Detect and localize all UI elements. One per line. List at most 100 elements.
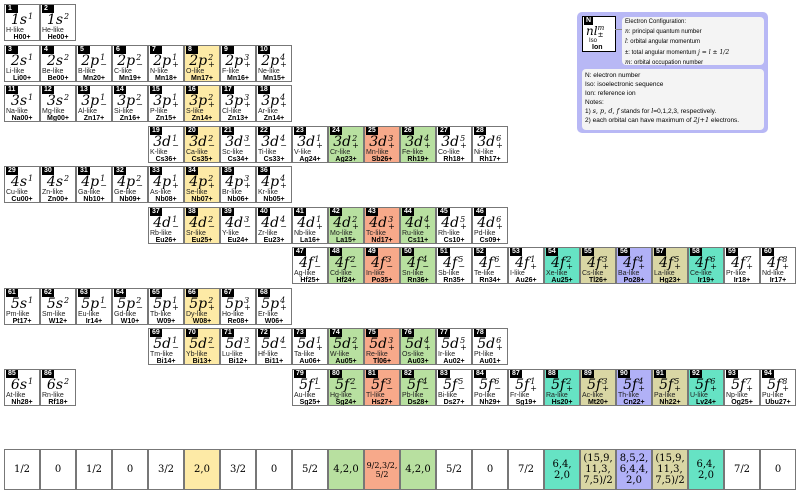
orbital-config: 4p 3 + bbox=[221, 175, 255, 190]
reference-ion: Sb26+ bbox=[371, 155, 393, 163]
isoelectronic-sequence: Cs-like bbox=[582, 270, 604, 277]
reference-ion: Na00+ bbox=[11, 115, 33, 122]
occupation-number: 4 bbox=[280, 336, 286, 345]
orbital: 4f bbox=[659, 255, 674, 271]
orbital: 3d bbox=[189, 133, 208, 150]
orbital-config: 3p 3 + bbox=[221, 94, 255, 109]
occupation-number: 2 bbox=[64, 376, 70, 386]
occupation-number: 4 bbox=[422, 376, 428, 386]
j-sign bbox=[64, 20, 69, 27]
orbital: 5d bbox=[225, 336, 244, 352]
occupation-number: 2 bbox=[208, 174, 214, 183]
electron-number: 71 bbox=[222, 329, 234, 337]
j-value: 3/2 bbox=[230, 464, 246, 475]
occupation: 1 + bbox=[316, 215, 323, 230]
j-sign: + bbox=[352, 221, 359, 231]
reference-ion: Re08+ bbox=[227, 317, 249, 325]
occupation-number: 2 bbox=[352, 336, 358, 345]
orbital: 3d bbox=[153, 133, 172, 150]
occupation: 2 + bbox=[208, 53, 215, 68]
j-sign: + bbox=[496, 343, 503, 352]
isoelectronic-sequence: Si-like bbox=[114, 108, 134, 115]
orbital: 4p bbox=[153, 174, 172, 190]
j-value-line: (15,9, bbox=[655, 453, 685, 464]
isoelectronic-sequence: Kr-like bbox=[258, 189, 278, 196]
j-sign bbox=[28, 182, 33, 189]
orbital-config: 4f 2 + bbox=[545, 256, 579, 271]
reference-ion: H00+ bbox=[13, 34, 31, 41]
j-value-cell: 0 bbox=[40, 449, 76, 490]
occupation-number: 1 bbox=[172, 214, 178, 224]
occupation-number: 7 bbox=[746, 255, 752, 264]
desc: : orbital occupation number bbox=[630, 59, 704, 66]
orbital: 4d bbox=[225, 214, 244, 231]
electron-number: 64 bbox=[114, 288, 126, 297]
j-sign: − bbox=[350, 383, 357, 393]
j-sign: − bbox=[494, 383, 501, 393]
element-cell: 54 4f 2 + Xe-like Au25+ bbox=[544, 247, 580, 284]
electron-number: 53 bbox=[510, 248, 522, 256]
j-value-line: 2,0 bbox=[554, 469, 570, 481]
j-sign bbox=[64, 61, 69, 68]
j-sign: + bbox=[566, 383, 573, 393]
j-value: 6,4, 2,0 bbox=[552, 459, 571, 481]
orbital-config: 5d 3− bbox=[221, 336, 255, 352]
occupation-number: 5 bbox=[460, 336, 466, 345]
isoelectronic-sequence: Sm-like bbox=[42, 310, 66, 318]
symbol: ± bbox=[625, 49, 629, 56]
occupation-number: 1 bbox=[28, 174, 34, 183]
electron-number: 77 bbox=[438, 329, 450, 337]
occupation-number: 4 bbox=[424, 214, 430, 224]
occupation-number: 1 bbox=[28, 12, 34, 21]
reference-ion: Zn14+ bbox=[191, 115, 213, 122]
element-cell: 20 3d 2− Ca-like Cs35+ bbox=[184, 125, 220, 163]
orbital-config: 4d 4 + bbox=[401, 214, 435, 230]
j-value-line: 5/2 bbox=[445, 464, 463, 475]
reference-ion: Lv24+ bbox=[695, 398, 717, 406]
orbital: 5f bbox=[443, 376, 458, 393]
orbital: 4f bbox=[407, 255, 422, 271]
legend-sup: m bbox=[597, 24, 605, 32]
occupation: 1 bbox=[28, 377, 33, 392]
electron-number: 37 bbox=[150, 207, 162, 216]
reference-ion: Mg00+ bbox=[47, 115, 69, 122]
occupation: 2 + bbox=[352, 215, 359, 231]
orbital-config: 4p 1− bbox=[77, 175, 111, 190]
isoelectronic-sequence: Li-like bbox=[6, 67, 25, 75]
reference-ion: Sg24+ bbox=[335, 398, 357, 406]
electron-number: 80 bbox=[330, 369, 342, 378]
occupation: 1 + bbox=[172, 53, 179, 68]
orbital-config: 5d 1 + bbox=[293, 336, 327, 352]
electron-number: 65 bbox=[150, 288, 162, 297]
reference-ion: Eu25+ bbox=[191, 236, 213, 244]
def-ion: Ion: reference ion bbox=[585, 90, 636, 97]
orbital-config: 2p 1 + bbox=[149, 53, 183, 68]
electron-number: 93 bbox=[726, 369, 738, 378]
element-cell: 39 4d 3− Y-like Eu24+ bbox=[220, 206, 256, 244]
j-sign: + bbox=[424, 343, 431, 352]
occupation-number: 2 bbox=[208, 133, 214, 143]
reference-ion: Nb08+ bbox=[155, 196, 177, 203]
electron-number: 72 bbox=[258, 329, 270, 337]
orbital: 5d bbox=[297, 336, 316, 352]
electron-number: 24 bbox=[330, 126, 342, 135]
element-cell: 21 3d 3− Sc-like Cs34+ bbox=[220, 125, 256, 163]
electron-number: 50 bbox=[402, 248, 414, 256]
orbital: 4p bbox=[189, 174, 208, 190]
isoelectronic-sequence: Tl-like bbox=[366, 391, 385, 399]
element-cell: 45 4d 5 + Rh-like Cs10+ bbox=[436, 206, 472, 244]
j-value-cell: (15,9, 11,3, 7,5)/2 bbox=[580, 449, 616, 490]
element-cell: 23 3d 1 + V-like Ag24+ bbox=[292, 125, 328, 163]
occupation: 2 + bbox=[352, 336, 359, 352]
isoelectronic-sequence: Mg-like bbox=[42, 108, 65, 115]
element-cell: 40 4d 4− Zr-like Eu23+ bbox=[256, 206, 292, 244]
electron-number: 75 bbox=[366, 329, 378, 337]
occupation: 3− bbox=[386, 377, 393, 392]
orbital: 4d bbox=[261, 214, 280, 231]
element-cell: 60 4f 8 + Nd-like Ir17+ bbox=[760, 247, 796, 284]
orbital-config: 5d 3 + bbox=[365, 337, 399, 352]
j-sign: + bbox=[710, 262, 717, 271]
j-value: 5/2 bbox=[302, 464, 318, 475]
isoelectronic-sequence: Te-like bbox=[474, 270, 495, 277]
isoelectronic-sequence: H-like bbox=[6, 27, 24, 34]
